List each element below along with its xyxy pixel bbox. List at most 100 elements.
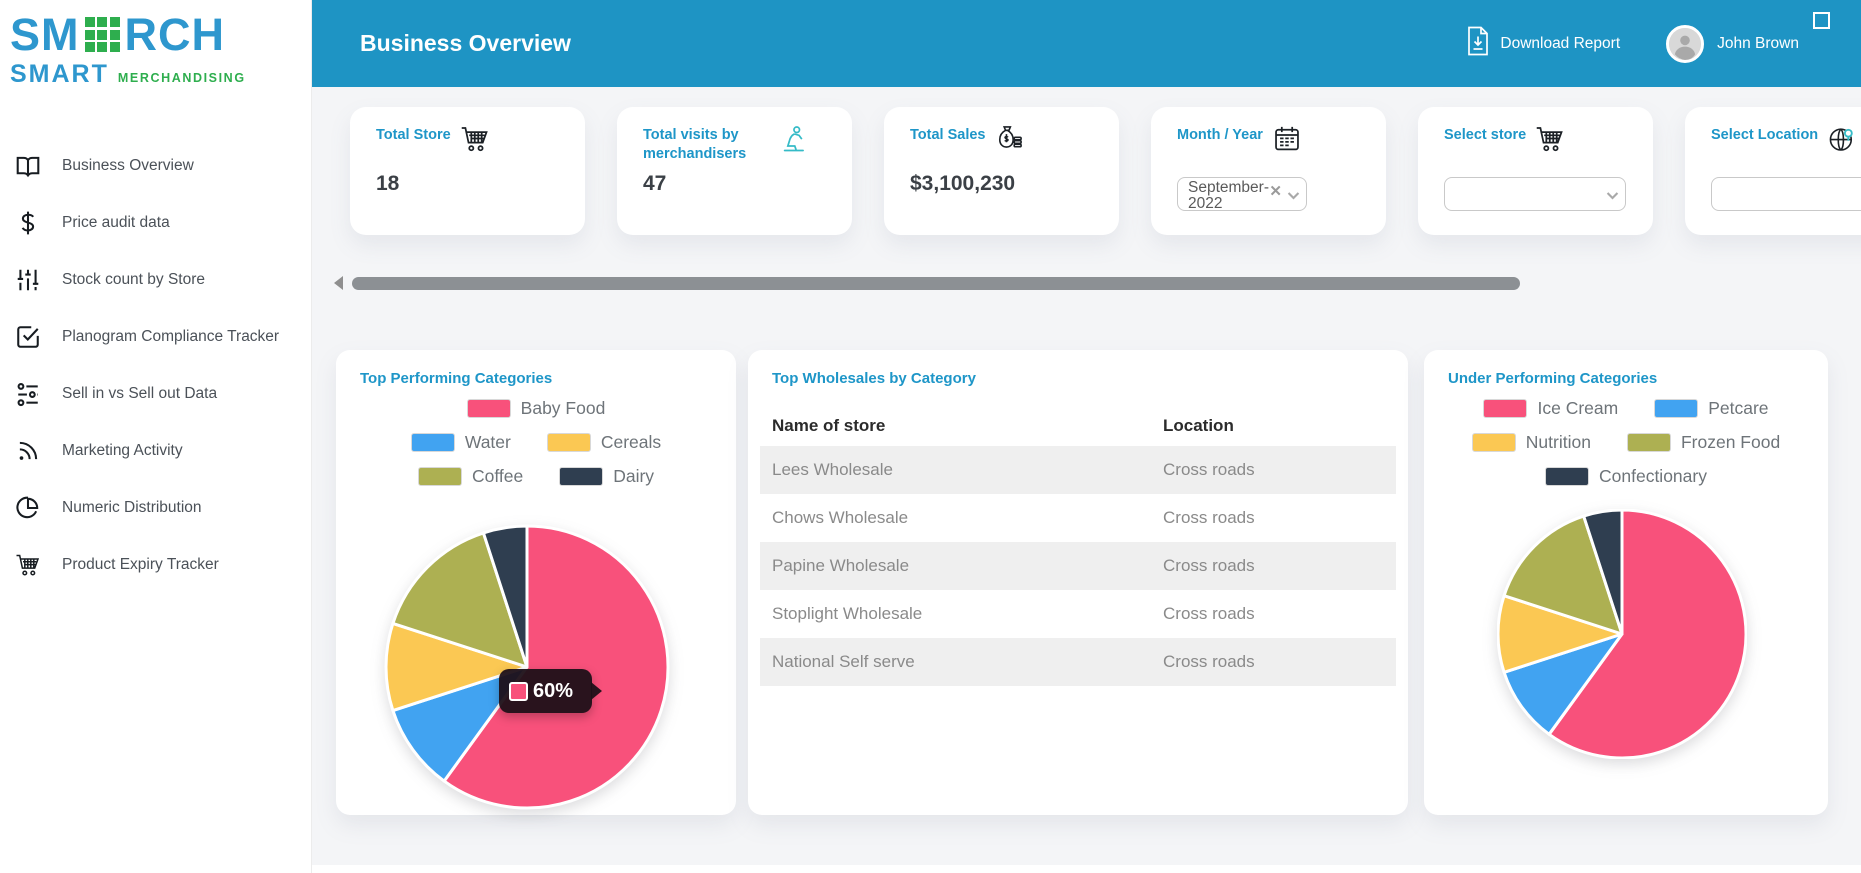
kpi-value: 18 xyxy=(376,172,400,195)
pie-slice-dairy[interactable] xyxy=(481,524,529,669)
brand-grid-e-icon xyxy=(84,17,120,52)
legend-label: Cereals xyxy=(600,432,662,452)
location-cell: Cross roads xyxy=(1163,508,1255,527)
table-row: Chows Wholesale Cross roads xyxy=(760,494,1396,542)
top-performing-categories-card: Top Performing Categories Baby Food Water… xyxy=(336,350,736,815)
download-report-label: Download Report xyxy=(1500,34,1621,52)
store-name-cell: National Self serve xyxy=(772,652,915,671)
location-cell: Cross roads xyxy=(1163,604,1255,623)
legend-label: Water xyxy=(464,432,511,452)
sidebar-item-planogram-compliance-tracker[interactable]: Planogram Compliance Tracker xyxy=(0,308,311,365)
top-wholesales-card: Top Wholesales by Category Name of store… xyxy=(748,350,1408,815)
pie-slice-water[interactable] xyxy=(391,665,529,783)
sidebar-item-sell-in-vs-sell-out-data[interactable]: Sell in vs Sell out Data xyxy=(0,365,311,422)
chart-title: Top Performing Categories xyxy=(360,370,553,387)
sidebar-item-label: Price audit data xyxy=(62,213,170,231)
pie-slice-petcare[interactable] xyxy=(1502,632,1624,736)
legend-item-nutrition[interactable]: Nutrition xyxy=(1471,432,1591,453)
money-bag-icon xyxy=(994,124,1024,154)
kpi-value: $3,100,230 xyxy=(910,172,1016,195)
sidebar-item-stock-count-by-store[interactable]: Stock count by Store xyxy=(0,251,311,308)
cart-icon xyxy=(1535,124,1565,154)
legend-item-cereals[interactable]: Cereals xyxy=(546,432,662,453)
sidebar-item-label: Planogram Compliance Tracker xyxy=(62,327,280,345)
kpi-value: 47 xyxy=(643,172,667,195)
legend-item-coffee[interactable]: Coffee xyxy=(417,466,524,487)
sidebar-item-product-expiry-tracker[interactable]: Product Expiry Tracker xyxy=(0,536,311,593)
globe-icon xyxy=(1827,124,1857,154)
legend-item-water[interactable]: Water xyxy=(410,432,511,453)
pie-chart-icon xyxy=(15,495,41,521)
rss-icon xyxy=(15,438,41,464)
pie-legend: Ice Cream Petcare Nutrition Frozen Food Conf… xyxy=(1424,398,1828,487)
kpi-card-month-year: Month / Year September-2022 ✕ xyxy=(1151,107,1386,235)
table-row: National Self serve Cross roads xyxy=(760,638,1396,686)
legend-swatch xyxy=(410,433,455,452)
pie-slice-confectionary[interactable] xyxy=(1582,509,1624,636)
store-name-cell: Chows Wholesale xyxy=(772,508,909,527)
pie-slice-cereals[interactable] xyxy=(384,621,529,713)
open-book-icon xyxy=(15,153,41,179)
legend-item-petcare[interactable]: Petcare xyxy=(1654,398,1769,419)
sidebar-item-marketing-activity[interactable]: Marketing Activity xyxy=(0,422,311,479)
legend-item-confectionary[interactable]: Confectionary xyxy=(1545,466,1707,487)
legend-item-baby-food[interactable]: Baby Food xyxy=(466,398,605,419)
select-value: September-2022 xyxy=(1188,179,1269,212)
sidebar-item-label: Sell in vs Sell out Data xyxy=(62,384,218,402)
store-name-cell: Stoplight Wholesale xyxy=(772,604,923,623)
legend-swatch xyxy=(417,467,462,486)
kpi-card-total-visits-by-merchandisers: Total visits by merchandisers 47 xyxy=(617,107,852,235)
kpi-label: Total Sales xyxy=(910,127,986,143)
pie-slice-nutrition[interactable] xyxy=(1497,594,1624,674)
scroll-left-icon[interactable] xyxy=(334,276,343,290)
legend-label: Dairy xyxy=(613,466,655,486)
legend-item-dairy[interactable]: Dairy xyxy=(559,466,654,487)
legend-label: Confectionary xyxy=(1599,466,1707,486)
legend-swatch xyxy=(559,467,604,486)
pie-tooltip: 60% xyxy=(499,669,592,713)
kpi-label: Total visits by merchandisers xyxy=(643,127,747,162)
legend-label: Coffee xyxy=(471,466,524,486)
under-performing-categories-card: Under Performing Categories Ice Cream Pet… xyxy=(1424,350,1828,815)
cart-icon xyxy=(15,552,41,578)
kpi-row: Total Store 18 Total visits by merchandise… xyxy=(350,107,1861,235)
checkbox-icon xyxy=(15,324,41,350)
legend-item-ice-cream[interactable]: Ice Cream xyxy=(1483,398,1618,419)
brand-logo: SM RCH SMART MERCHANDISING xyxy=(0,0,311,89)
chart-title: Under Performing Categories xyxy=(1448,370,1658,387)
bottom-scroll-gutter xyxy=(312,865,1861,873)
sliders-icon xyxy=(15,267,41,293)
chevron-down-icon xyxy=(1604,187,1621,204)
sidebar-item-business-overview[interactable]: Business Overview xyxy=(0,137,311,194)
user-menu[interactable]: John Brown xyxy=(1666,24,1799,63)
sidebar-item-price-audit-data[interactable]: Price audit data xyxy=(0,194,311,251)
legend-item-frozen-food[interactable]: Frozen Food xyxy=(1626,432,1780,453)
location-cell: Cross roads xyxy=(1163,556,1255,575)
expand-icon[interactable] xyxy=(1813,12,1830,29)
cart-icon xyxy=(460,124,490,154)
clear-icon[interactable]: ✕ xyxy=(1269,183,1282,200)
legend-label: Petcare xyxy=(1708,398,1769,418)
month-year-select[interactable]: September-2022 ✕ xyxy=(1177,177,1307,212)
scrollbar-thumb[interactable] xyxy=(352,276,1520,290)
download-report-button[interactable]: Download Report xyxy=(1466,26,1620,61)
user-name: John Brown xyxy=(1717,34,1799,52)
tooltip-swatch xyxy=(509,681,528,701)
store-name-cell: Papine Wholesale xyxy=(772,556,910,575)
brand-wordmark: SM RCH xyxy=(10,12,311,57)
pie-slice-baby-food[interactable] xyxy=(442,524,670,810)
location-cell: Cross roads xyxy=(1163,652,1255,671)
merchandiser-icon xyxy=(780,124,810,154)
chart-title: Top Wholesales by Category xyxy=(772,370,976,387)
legend-swatch xyxy=(1545,467,1589,486)
pie-legend: Baby Food Water Cereals Coffee Dairy xyxy=(336,398,736,487)
pie-slice-ice-cream[interactable] xyxy=(1547,509,1747,759)
legend-label: Nutrition xyxy=(1525,432,1591,452)
select-location-select[interactable] xyxy=(1711,177,1861,211)
topbar: Business Overview Download Report John B… xyxy=(312,0,1861,87)
select-store-select[interactable] xyxy=(1444,177,1626,211)
sidebar-item-label: Stock count by Store xyxy=(62,270,206,288)
sidebar-nav: Business Overview Price audit data Stock c… xyxy=(0,137,311,593)
sidebar-item-numeric-distribution[interactable]: Numeric Distribution xyxy=(0,479,311,536)
kpi-label: Month / Year xyxy=(1177,127,1263,143)
